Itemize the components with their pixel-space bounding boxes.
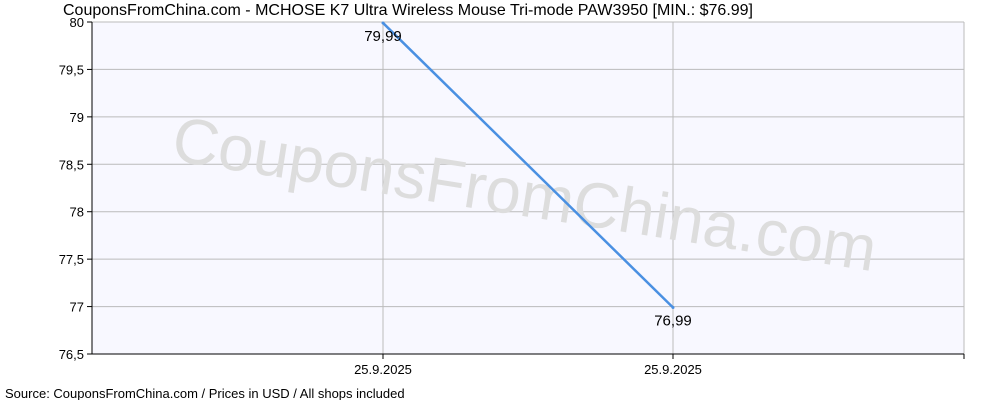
series-group [381,21,675,310]
y-tick-label: 78,5 [59,157,84,172]
data-labels: 79,99 76,99 [364,28,692,330]
y-tick-label: 78 [70,205,84,220]
series-line [382,22,674,309]
x-tick-label: 25.9.2025 [644,362,702,377]
data-point [381,21,385,25]
grid-lines [87,21,965,359]
y-tick-label: 76,5 [59,347,84,362]
y-tick-label: 80 [70,15,84,30]
axes [91,22,964,355]
y-tick-labels: 76,5 77 77,5 78 78,5 79 79,5 80 [59,15,84,362]
source-footer: Source: CouponsFromChina.com / Prices in… [5,386,405,400]
y-tick-label: 77 [70,300,84,315]
plot-area [92,22,964,354]
data-label: 76,99 [654,313,692,330]
x-tick-labels: 25.9.2025 25.9.2025 [354,362,702,377]
data-point [671,306,675,310]
x-tick-label: 25.9.2025 [354,362,412,377]
y-tick-label: 79,5 [59,62,84,77]
data-label: 79,99 [364,28,402,45]
y-tick-label: 79 [70,110,84,125]
chart-title: CouponsFromChina.com - MCHOSE K7 Ultra W… [63,2,753,19]
y-tick-label: 77,5 [59,252,84,267]
